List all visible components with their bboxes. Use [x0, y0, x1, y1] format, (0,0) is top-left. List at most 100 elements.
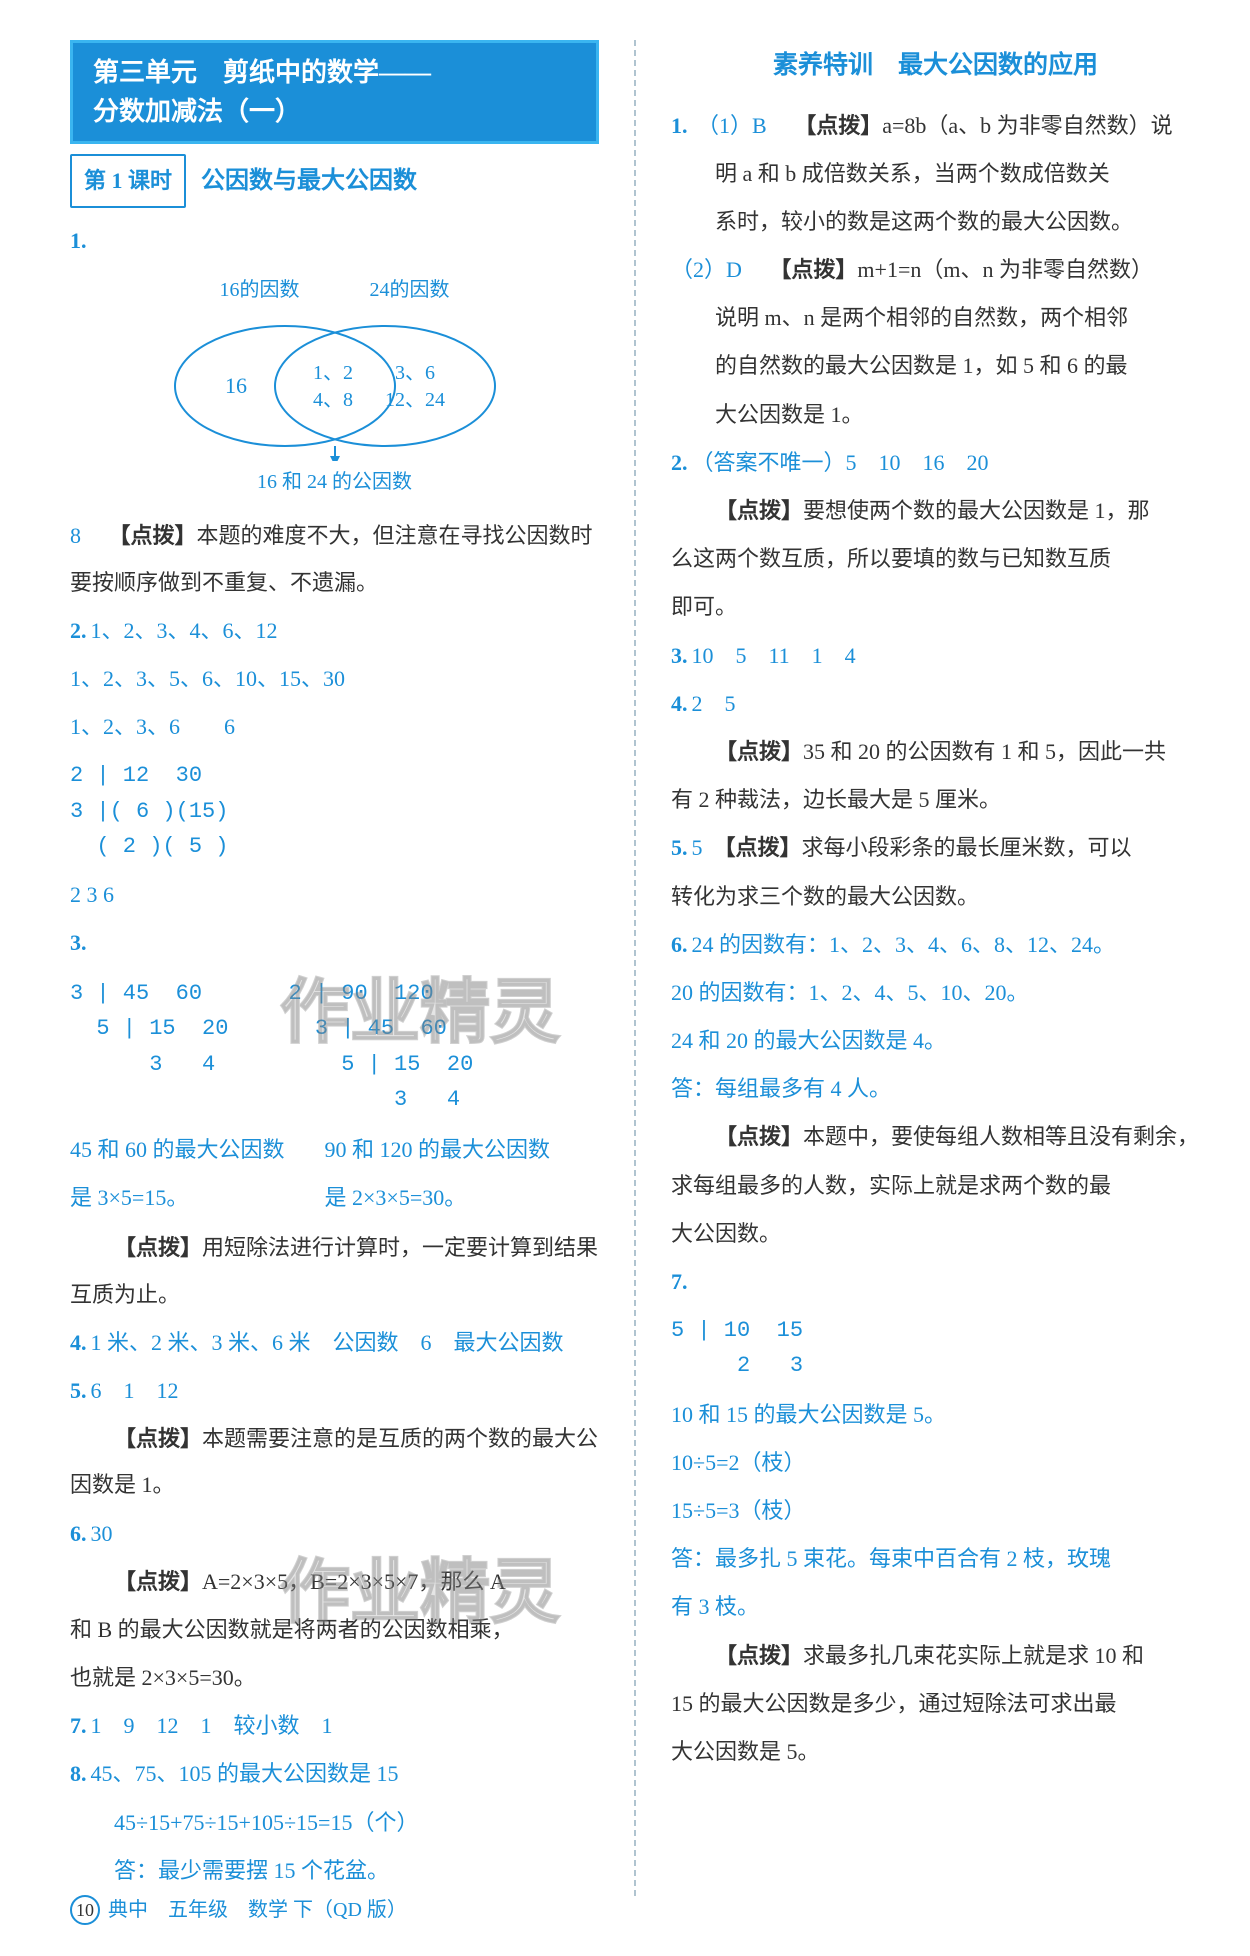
- venn-int-top: 1、2: [313, 362, 353, 384]
- r7-c: 大公因数是 5。: [671, 1729, 1200, 1775]
- r5-text: 5: [692, 835, 703, 860]
- lesson-header: 第 1 课时 公因数与最大公因数: [70, 154, 599, 208]
- q5-tip-label: 【点拨】: [114, 1426, 202, 1451]
- column-divider: [634, 40, 636, 1896]
- venn-bottom-label: 16 和 24 的公因数: [70, 461, 599, 503]
- q5-text: 6 1 12: [91, 1378, 179, 1403]
- r1a-b: 明 a 和 b 成倍数关系，当两个数成倍数关: [671, 151, 1200, 197]
- q4-text: 1 米、2 米、3 米、6 米 公因数 6 最大公因数: [91, 1330, 564, 1355]
- r2-a: 要想使两个数的最大公因数是 1，那: [803, 498, 1150, 523]
- q5-num: 5.: [70, 1378, 87, 1403]
- venn-right-top: 3、6: [395, 362, 435, 384]
- r6-num: 6.: [671, 932, 688, 957]
- r1a-sub: （1）B: [697, 113, 767, 138]
- r7-shortdiv: 5 | 10 15 2 3: [671, 1313, 1200, 1383]
- lesson-title: 公因数与最大公因数: [201, 156, 417, 206]
- unit-banner: 第三单元 剪纸中的数学—— 分数加减法（一）: [70, 40, 599, 144]
- r7-tip-label: 【点拨】: [715, 1643, 803, 1668]
- q2-l2: 1、2、3、5、6、10、15、30: [70, 656, 599, 702]
- right-column: 素养特训 最大公因数的应用 1. （1）B 【点拨】a=8b（a、b 为非零自然…: [671, 40, 1200, 1896]
- q4-num: 4.: [70, 1330, 87, 1355]
- q3-res-lb: 是 3×5=15。: [70, 1175, 285, 1221]
- r2-header: （答案不唯一）5 10 16 20: [692, 450, 989, 475]
- q8-l1: 45、75、105 的最大公因数是 15: [91, 1761, 399, 1786]
- r4-text: 2 5: [692, 691, 736, 716]
- q1-tip-label: 【点拨】: [109, 523, 197, 548]
- q3-res-ra: 90 和 120 的最大公因数: [325, 1127, 551, 1173]
- r4-b: 有 2 种裁法，边长最大是 5 厘米。: [671, 777, 1200, 823]
- r7-b: 15 的最大公因数是多少，通过短除法可求出最: [671, 1681, 1200, 1727]
- r6-l1: 24 的因数有：1、2、3、4、6、8、12、24。: [692, 932, 1116, 957]
- q2-l3: 1、2、3、6 6: [70, 704, 599, 750]
- r3-num: 3.: [671, 643, 688, 668]
- r7-l1: 10 和 15 的最大公因数是 5。: [671, 1392, 1200, 1438]
- r2-num: 2.: [671, 450, 688, 475]
- q6-tip-a: A=2×3×5，B=2×3×5×7，那么 A: [202, 1569, 506, 1594]
- r4-num: 4.: [671, 691, 688, 716]
- r7-num: 7.: [671, 1259, 1196, 1305]
- q7-text: 1 9 12 1 较小数 1: [91, 1713, 333, 1738]
- page-number: 10: [70, 1895, 100, 1925]
- r1b-b: 说明 m、n 是两个相邻的自然数，两个相邻: [671, 295, 1200, 341]
- q6-tip-label: 【点拨】: [114, 1569, 202, 1594]
- unit-line1: 第三单元 剪纸中的数学——: [93, 53, 576, 92]
- r1b-tip-label: 【点拨】: [769, 257, 857, 282]
- r2-b: 么这两个数互质，所以要填的数与已知数互质: [671, 536, 1200, 582]
- q8-l2: 45÷15+75÷15+105÷15=15（个）: [70, 1800, 599, 1846]
- r4-tip-label: 【点拨】: [715, 739, 803, 764]
- r3-text: 10 5 11 1 4: [692, 643, 856, 668]
- r7-l3: 15÷5=3（枝）: [671, 1488, 1200, 1534]
- q3-tip-label: 【点拨】: [114, 1235, 202, 1260]
- r6-l3: 24 和 20 的最大公因数是 4。: [671, 1018, 1200, 1064]
- r7-a: 求最多扎几束花实际上就是求 10 和: [803, 1643, 1144, 1668]
- r5-a: 求每小段彩条的最长厘米数，可以: [802, 835, 1132, 860]
- r1b-d: 大公因数是 1。: [671, 392, 1200, 438]
- q6-tip-b: 和 B 的最大公因数就是将两者的公因数相乘，: [70, 1607, 599, 1653]
- r2-tip-label: 【点拨】: [715, 498, 803, 523]
- r5-b: 转化为求三个数的最大公因数。: [671, 874, 1200, 920]
- q2-l1: 1、2、3、4、6、12: [91, 618, 278, 643]
- r5-tip-label: 【点拨】: [725, 835, 802, 860]
- q7-num: 7.: [70, 1713, 87, 1738]
- q8-l3: 答：最少需要摆 15 个花盆。: [70, 1848, 599, 1894]
- r1b-sub: （2）D: [671, 257, 742, 282]
- r7-l4: 答：最多扎 5 束花。每束中百合有 2 枝，玫瑰: [671, 1536, 1200, 1582]
- r2-c: 即可。: [671, 584, 1200, 630]
- q6-text: 30: [91, 1521, 113, 1546]
- r1-num: 1.: [671, 113, 688, 138]
- unit-line2: 分数加减法（一）: [93, 92, 576, 131]
- r6-b: 求每组最多的人数，实际上就是求两个数的最: [671, 1163, 1200, 1209]
- q1-num: 1.: [70, 228, 87, 253]
- q6-num: 6.: [70, 1521, 87, 1546]
- r1a-a: a=8b（a、b 为非零自然数）说: [882, 113, 1172, 138]
- venn-svg: 16 1、2 4、8 3、6 12、24: [155, 311, 515, 461]
- venn-int-bottom: 4、8: [313, 389, 353, 411]
- q2-l4: 2 3 6: [70, 872, 599, 918]
- q8-num: 8.: [70, 1761, 87, 1786]
- venn-right-label: 24的因数: [370, 269, 450, 311]
- q3-right-div: 2 | 90 120 3 | 45 60 5 | 15 20 3 4: [288, 976, 473, 1117]
- r6-l2: 20 的因数有：1、2、4、5、10、20。: [671, 970, 1200, 1016]
- q3-left-div: 3 | 45 60 5 | 15 20 3 4: [70, 976, 228, 1117]
- q2-shortdiv: 2 | 12 30 3 |( 6 )(15) ( 2 )( 5 ): [70, 758, 599, 864]
- r6-l4: 答：每组最多有 4 人。: [671, 1066, 1200, 1112]
- r6-tip-label: 【点拨】: [715, 1124, 803, 1149]
- r1b-a: m+1=n（m、n 为非零自然数）: [857, 257, 1153, 282]
- venn-diagram: 16的因数 24的因数 16 1、2 4、8 3、6 12、24 16 和 24…: [70, 269, 599, 503]
- r5-num: 5.: [671, 835, 688, 860]
- footer-text: 典中 五年级 数学 下（QD 版）: [108, 1889, 407, 1931]
- lesson-badge: 第 1 课时: [70, 154, 186, 208]
- r7-l2: 10÷5=2（枝）: [671, 1440, 1200, 1486]
- q6-tip-c: 也就是 2×3×5=30。: [70, 1655, 599, 1701]
- page-footer: 10 典中 五年级 数学 下（QD 版）: [70, 1889, 407, 1931]
- left-column: 第三单元 剪纸中的数学—— 分数加减法（一） 第 1 课时 公因数与最大公因数 …: [70, 40, 599, 1896]
- r4-a: 35 和 20 的公因数有 1 和 5，因此一共: [803, 739, 1166, 764]
- r1a-c: 系时，较小的数是这两个数的最大公因数。: [671, 199, 1200, 245]
- section-title: 素养特训 最大公因数的应用: [671, 40, 1200, 93]
- r7-l5: 有 3 枝。: [671, 1584, 1200, 1630]
- q3-num: 3.: [70, 920, 595, 966]
- r1a-tip-label: 【点拨】: [794, 113, 882, 138]
- r6-c: 大公因数。: [671, 1211, 1200, 1257]
- venn-left-label: 16的因数: [220, 269, 300, 311]
- r6-a: 本题中，要使每组人数相等且没有剩余，: [803, 1124, 1199, 1149]
